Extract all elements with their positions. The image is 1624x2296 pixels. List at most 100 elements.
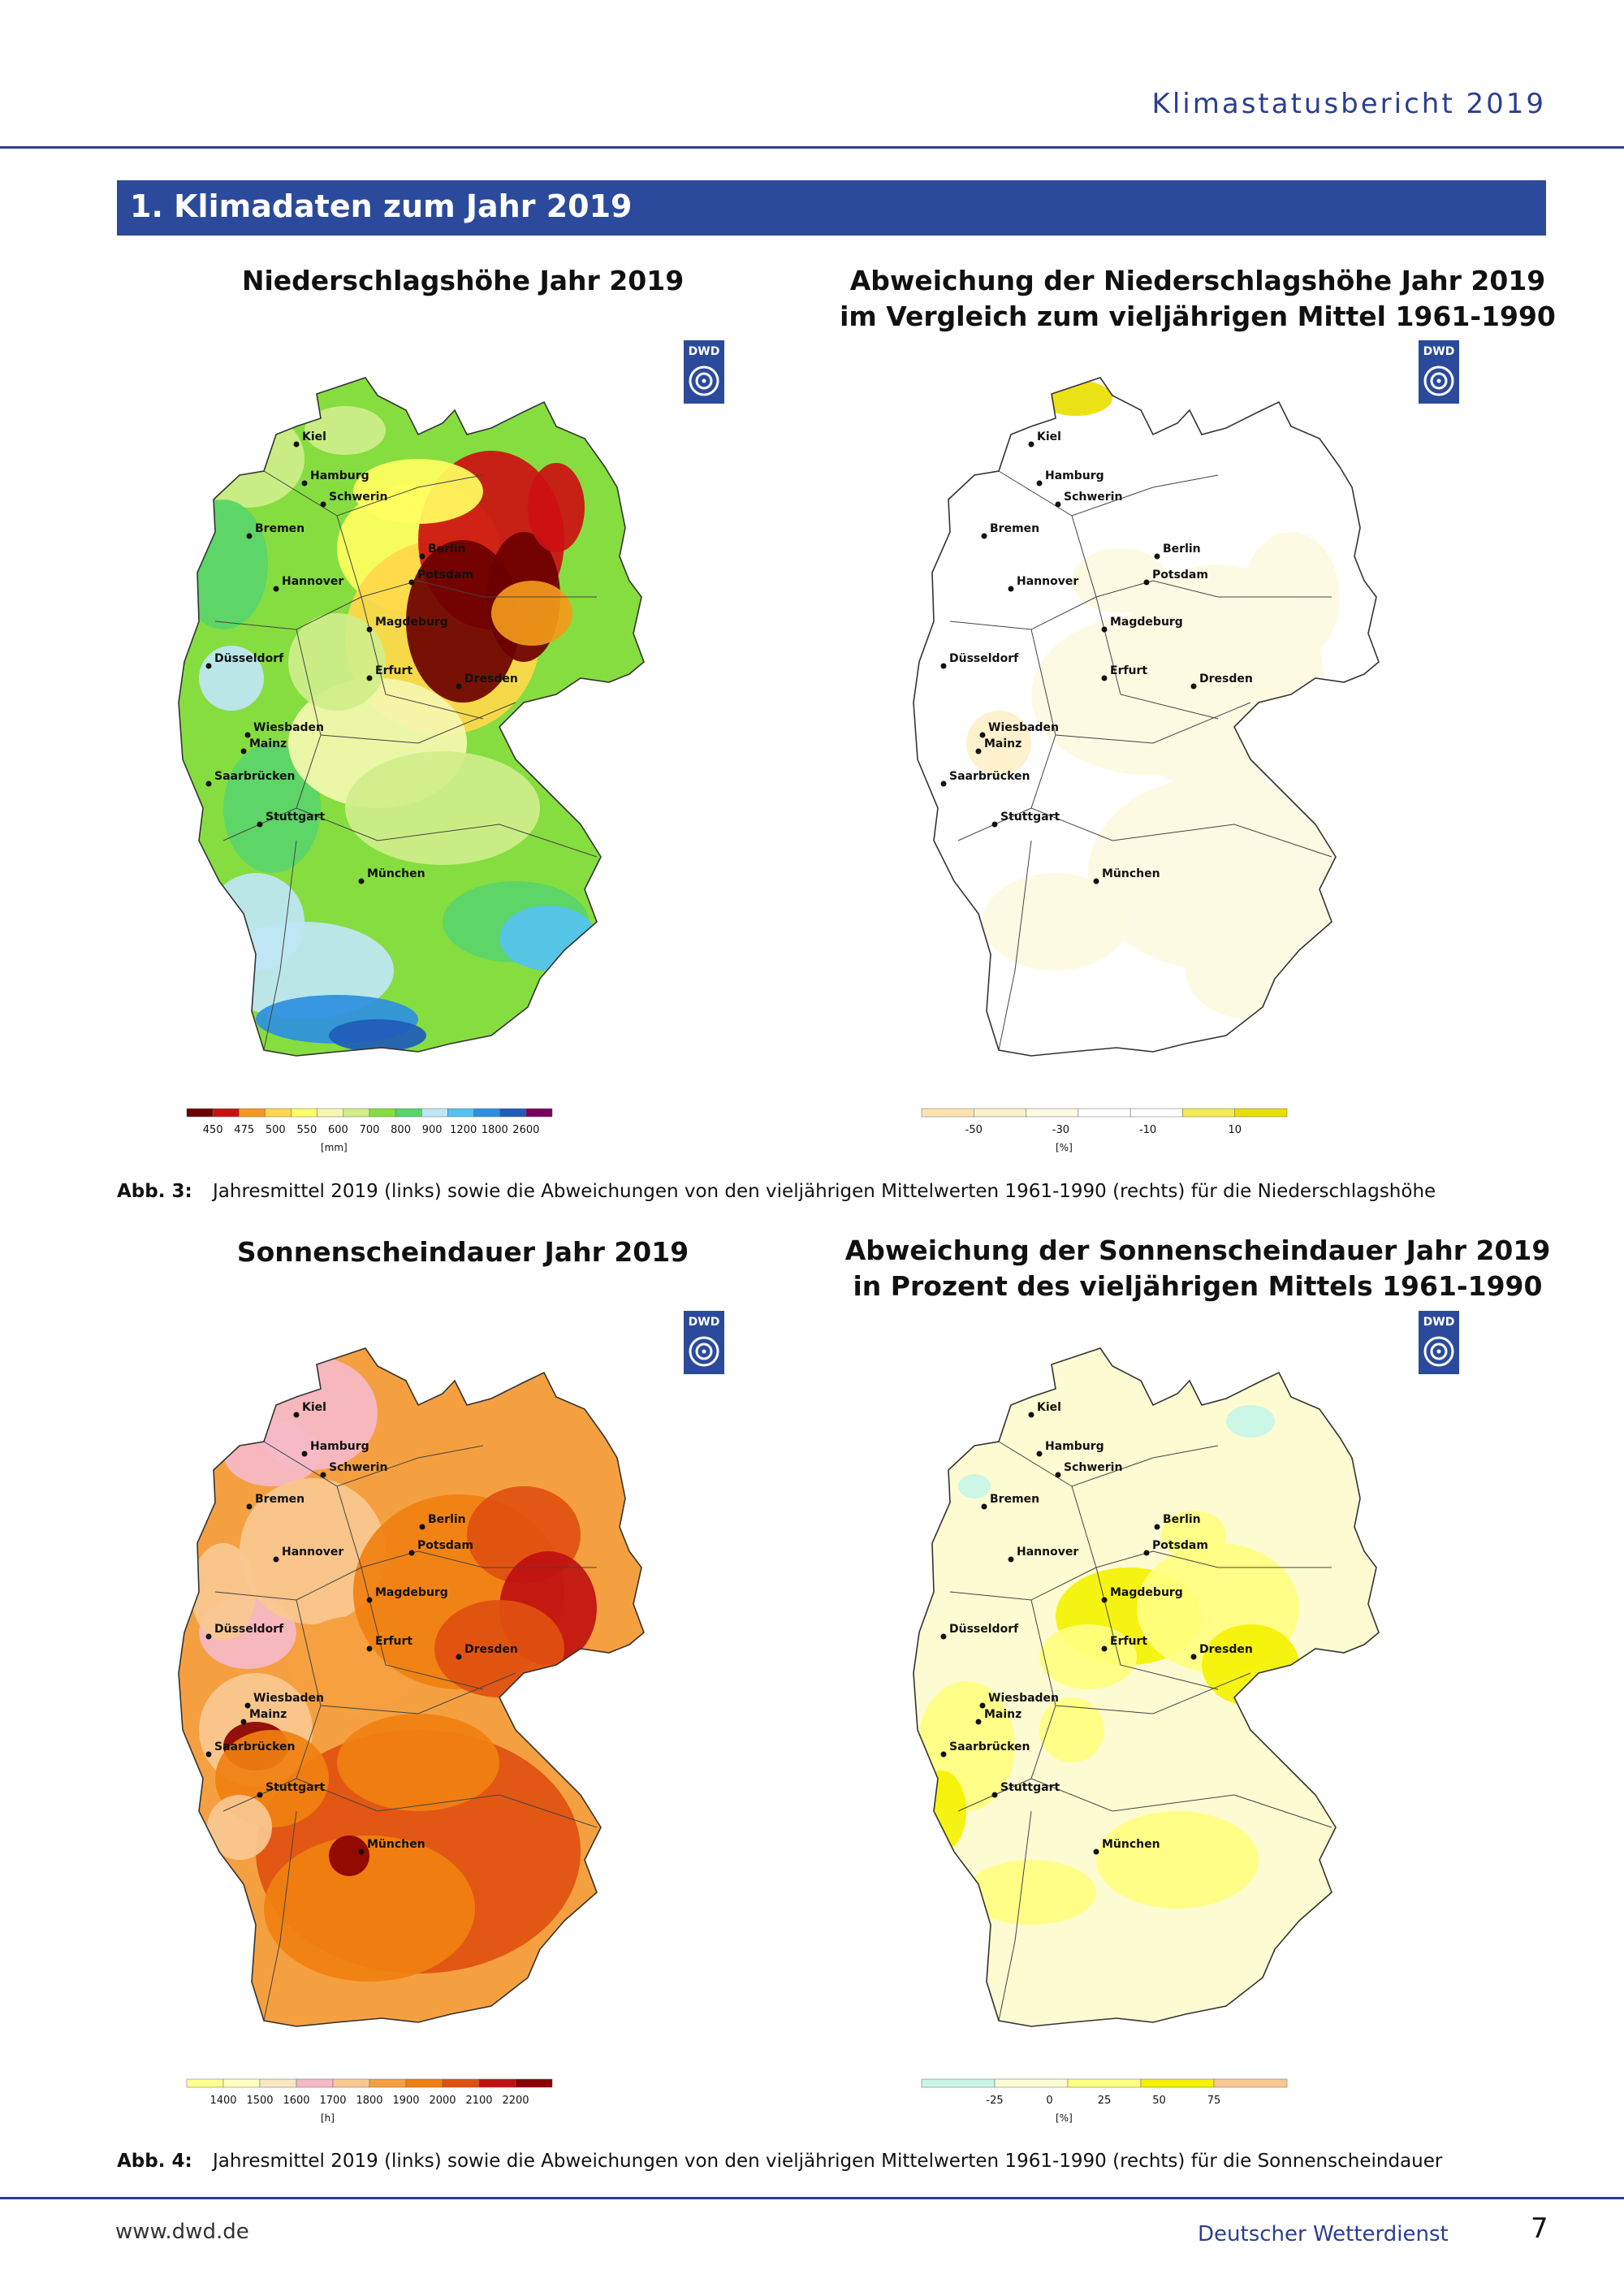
value-region [288,613,386,711]
city-label: Wiesbaden [253,721,324,734]
dwd-logo: DWD [1419,1311,1459,1374]
legend-swatch [222,2078,261,2088]
footer-website[interactable]: www.dwd.de [115,2220,249,2244]
city-label: Potsdam [1152,569,1208,582]
legend-tick: 700 [360,1124,380,1136]
city-marker [1028,441,1034,448]
legend-tick: 1600 [283,2095,309,2107]
legend-swatch [473,1108,500,1118]
city-label: Saarbrücken [949,770,1030,783]
dwd-logo: DWD [684,1311,724,1374]
legend-tick: 475 [234,1124,254,1136]
city-marker [1143,579,1150,586]
city-marker [358,1848,365,1855]
city-marker [975,748,982,755]
legend-swatch [405,2078,443,2088]
value-region [353,459,483,524]
legend-tick: 450 [203,1124,223,1136]
city-marker [273,1556,279,1563]
legend-swatch [212,1108,240,1118]
city-marker [1036,1451,1043,1457]
legend: -50 -30 -10 10 [%] [921,1108,1288,1153]
city-label: Potsdam [417,1539,473,1552]
city-label: Kiel [302,430,326,443]
city-marker [205,780,212,787]
city-label: Saarbrücken [949,1740,1030,1753]
city-label: Magdeburg [375,616,448,629]
legend-swatch [343,1108,370,1118]
legend-tick: -25 [986,2095,1003,2107]
legend-unit: [mm] [321,1142,348,1153]
page-number: 7 [1531,2212,1548,2245]
legend-swatch [395,1108,422,1118]
legend-tick: 800 [391,1124,411,1136]
city-marker [991,821,998,828]
legend-swatch [974,1108,1026,1118]
legend-swatch [1067,2078,1142,2088]
map-fill [914,378,1379,1056]
city-label: Kiel [1037,1401,1061,1414]
map4-title-line2: in Prozent des vieljährigen Mittels 1961… [853,1270,1543,1302]
city-label: Hamburg [1045,1440,1104,1453]
svg-text:DWD: DWD [689,1316,720,1329]
city-marker [979,1702,986,1709]
legend-tick: 2000 [429,2095,456,2107]
city-marker [1101,675,1108,681]
city-marker [246,1503,253,1510]
city-marker [273,586,279,592]
legend-swatch [1026,1108,1079,1118]
value-region [207,1795,272,1860]
city-marker [293,441,300,448]
map1-title: Niederschlagshöhe Jahr 2019 [241,265,685,296]
city-label: Dresden [464,1643,518,1656]
city-marker [240,748,247,755]
value-region [329,1019,426,1052]
sunshine-deviation-map: DWD Kiel Hamburg Schwerin Bremen Berlin Hannov… [913,1311,1459,2124]
map3-title: Sonnenscheindauer Jahr 2019 [236,1236,689,1268]
city-marker [1190,1654,1197,1660]
city-label: Hamburg [1045,469,1104,482]
report-title: Klimastatusbericht 2019 [1151,88,1546,120]
map-fill [179,378,644,1056]
legend-swatch [921,1108,974,1118]
map-fill [179,1348,644,2026]
footer-publisher: Deutscher Wetterdienst [1198,2222,1449,2246]
value-region [1039,1697,1104,1762]
city-label: München [367,867,425,880]
city-marker [257,1792,263,1798]
city-label: Hannover [282,575,343,588]
city-marker [1101,1597,1108,1603]
legend-tick: 1200 [450,1124,477,1136]
city-label: Stuttgart [1000,1781,1060,1794]
city-label: Bremen [255,1493,304,1506]
legend-tick: 10 [1228,1124,1242,1136]
city-marker [1036,480,1043,486]
legend-swatch [994,2078,1069,2088]
legend: 1400 1500 1600 1700 1800 1900 2000 2100 2200 [h] [186,2078,553,2124]
city-label: Dresden [1199,1643,1253,1656]
city-marker [991,1792,998,1798]
city-label: Wiesbaden [988,1692,1059,1705]
legend-tick: 550 [296,1124,317,1136]
legend-tick: -30 [1052,1124,1069,1136]
legend-swatch [239,1108,266,1118]
dwd-logo: DWD [684,340,724,404]
city-label: Bremen [990,1493,1039,1506]
city-marker [366,626,373,633]
legend: -25 0 25 50 75 [%] [921,2078,1288,2124]
legend-swatch [1140,2078,1215,2088]
city-marker [257,821,263,828]
city-label: Wiesbaden [988,721,1059,734]
legend-swatch [1182,1108,1235,1118]
city-label: Mainz [249,737,287,750]
city-label: Erfurt [1110,664,1147,677]
svg-text:DWD: DWD [689,345,720,358]
legend-swatch [525,1108,553,1118]
value-region [528,463,585,552]
value-region [240,1478,386,1624]
value-region [345,751,540,865]
city-marker [244,732,251,738]
city-label: Magdeburg [1110,1586,1183,1599]
city-marker [205,1751,212,1758]
city-label: Berlin [428,543,466,556]
